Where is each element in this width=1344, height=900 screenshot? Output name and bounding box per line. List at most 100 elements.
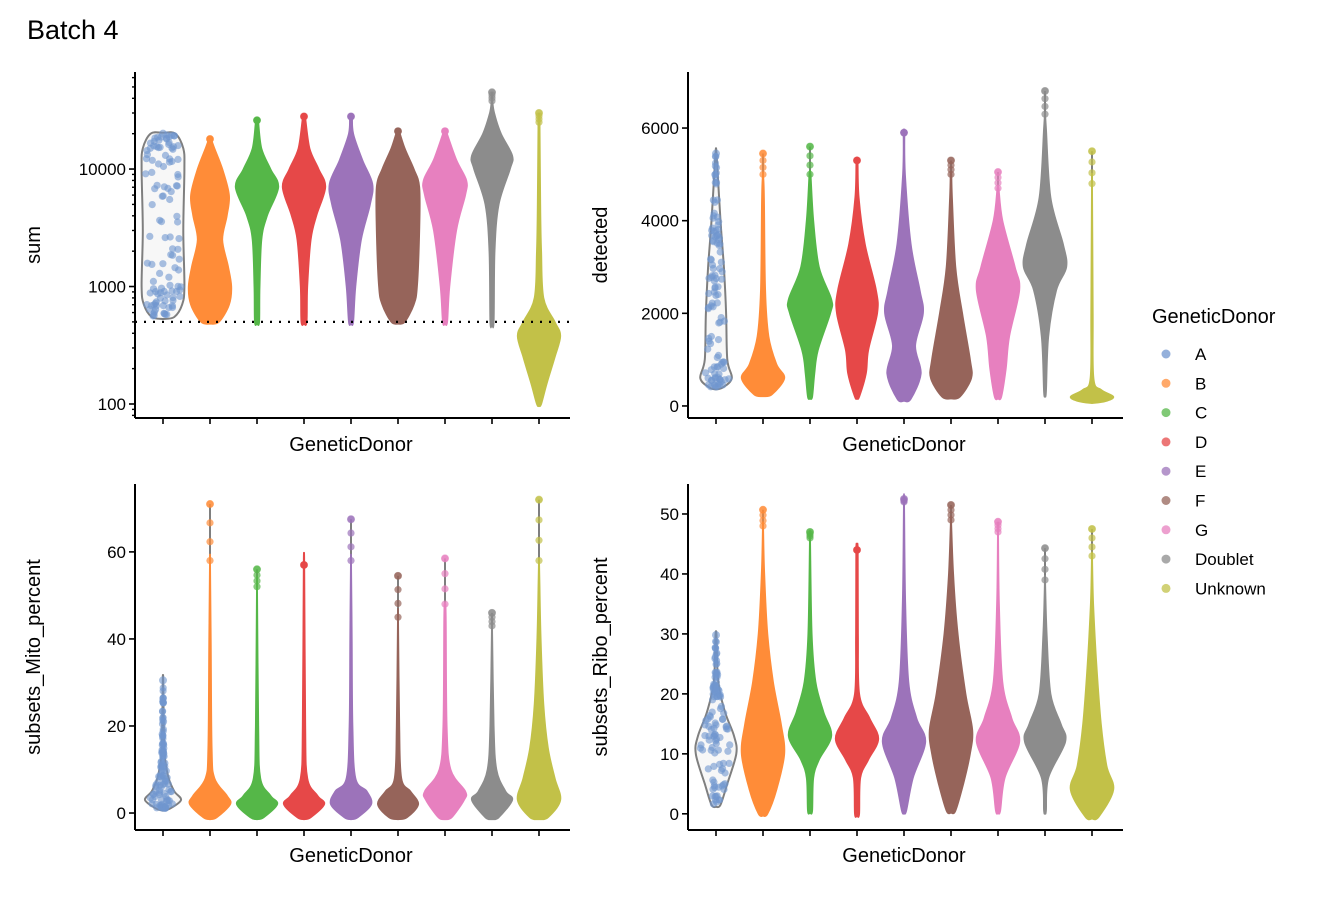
cell-point — [721, 780, 729, 788]
cell-point — [720, 785, 728, 794]
cell-point — [169, 145, 177, 153]
max-point — [759, 505, 767, 514]
cell-point — [159, 714, 167, 722]
cell-point — [156, 269, 164, 277]
y-tick-label: 0 — [670, 397, 679, 416]
y-axis-label: subsets_Mito_percent — [23, 559, 45, 755]
cell-point — [711, 374, 720, 382]
cell-point — [159, 302, 167, 310]
y-tick-label: 6000 — [641, 119, 679, 138]
y-tick-label: 100 — [98, 395, 126, 414]
outlier-point — [441, 570, 449, 578]
cell-point — [722, 725, 731, 733]
cell-point — [153, 181, 161, 189]
cell-point — [158, 741, 166, 749]
violin-body — [187, 137, 233, 325]
outlier-point — [1041, 576, 1049, 584]
violin-body — [281, 113, 327, 326]
y-tick-label: 2000 — [641, 304, 679, 323]
cell-point — [159, 260, 167, 268]
cell-point — [169, 245, 177, 253]
outlier-point — [994, 184, 1002, 192]
cell-point — [176, 292, 184, 300]
y-tick-label: 60 — [107, 543, 126, 562]
outlier-point — [1088, 552, 1096, 560]
cell-point — [717, 258, 726, 266]
legend-item-f: F — [1161, 492, 1205, 511]
violin-unknown — [1069, 524, 1115, 821]
violin-body — [740, 521, 786, 818]
outlier-point — [759, 170, 767, 178]
cell-point — [174, 173, 182, 181]
violin-body — [740, 171, 786, 398]
cell-point — [157, 218, 166, 226]
cell-point — [711, 685, 720, 693]
violin-b — [740, 505, 786, 818]
max-point — [994, 168, 1002, 177]
cell-point — [159, 735, 167, 743]
cell-point — [175, 235, 183, 243]
outlier-point — [759, 163, 767, 172]
cell-point — [153, 804, 161, 812]
cell-point — [711, 284, 719, 292]
violin-body — [516, 557, 562, 821]
max-point — [1041, 86, 1049, 95]
violin-body — [975, 184, 1021, 401]
legend-swatch — [1161, 349, 1171, 359]
cell-point — [705, 334, 713, 342]
cell-point — [716, 760, 724, 769]
violin-body — [834, 542, 880, 818]
violin-body — [470, 617, 514, 821]
legend-label: B — [1195, 374, 1206, 393]
violin-c — [235, 565, 279, 821]
legend-swatch — [1161, 466, 1171, 476]
max-point — [300, 112, 308, 121]
violin-a — [143, 673, 183, 812]
cell-point — [149, 277, 157, 285]
max-point — [253, 116, 261, 125]
outlier-point — [1041, 555, 1049, 563]
outlier-point — [253, 577, 261, 585]
max-point — [206, 500, 214, 509]
legend-label: A — [1195, 345, 1207, 364]
cell-point — [712, 637, 720, 646]
violin-body — [787, 529, 833, 815]
cell-point — [161, 234, 169, 242]
outlier-point — [535, 536, 543, 544]
cell-point — [704, 715, 712, 723]
y-axis-label: sum — [23, 226, 45, 264]
outlier-point — [535, 556, 543, 565]
outlier-point — [206, 538, 214, 546]
cell-point — [713, 196, 722, 204]
cell-point — [165, 273, 173, 281]
legend-swatch — [1161, 437, 1171, 447]
outlier-point — [206, 519, 214, 527]
cell-point — [165, 140, 173, 148]
cell-point — [148, 168, 156, 176]
violin-body — [328, 114, 374, 326]
cell-point — [704, 765, 712, 773]
cell-point — [158, 707, 167, 716]
outlier-point — [1041, 110, 1049, 118]
legend-item-d: D — [1161, 433, 1207, 452]
cell-point — [158, 192, 166, 200]
cell-point — [711, 162, 720, 170]
cell-point — [158, 748, 166, 756]
cell-point — [717, 378, 725, 386]
outlier-point — [347, 529, 355, 537]
cell-point — [156, 289, 165, 297]
cell-point — [709, 237, 717, 245]
y-axis-label: detected — [590, 207, 612, 284]
violin-f — [929, 156, 973, 400]
violin-body — [235, 575, 279, 821]
outlier-point — [759, 522, 767, 530]
cell-point — [720, 317, 729, 325]
y-tick-label: 0 — [670, 805, 679, 824]
max-point — [159, 676, 167, 685]
cell-point — [159, 162, 168, 171]
cell-point — [708, 226, 716, 234]
violin-body — [928, 514, 974, 815]
legend-swatch — [1161, 554, 1171, 564]
violin-b — [188, 500, 232, 821]
cell-point — [161, 777, 169, 785]
